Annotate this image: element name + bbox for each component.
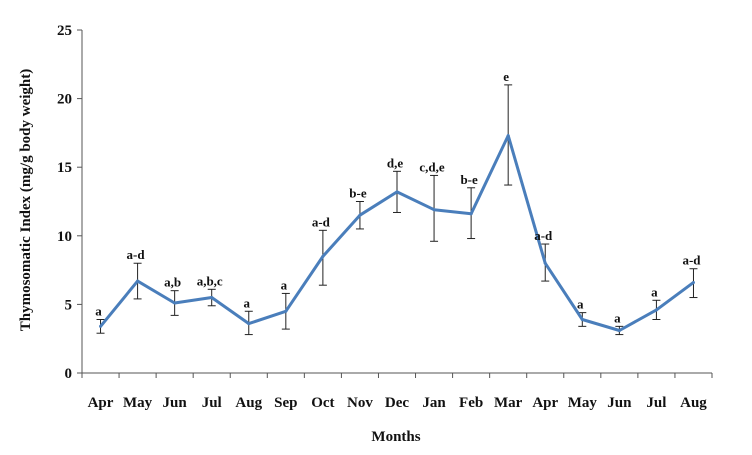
series-line-group (99, 134, 695, 332)
y-axis-ticks: 0 5 10 15 20 25 (57, 23, 82, 382)
data-point (247, 322, 251, 326)
y-axis-title: Thymosomatic Index (mg/g body weight) (18, 69, 34, 332)
x-tick-label: Apr (532, 395, 558, 411)
data-point (617, 328, 621, 332)
y-tick-label: 20 (57, 92, 72, 108)
data-point (173, 301, 177, 305)
significance-label: a (651, 284, 658, 299)
x-tick-label: Nov (347, 395, 373, 411)
data-point (136, 279, 140, 283)
data-point (395, 190, 399, 194)
data-point (580, 317, 584, 321)
significance-label: e (503, 69, 509, 84)
x-tick-label: May (568, 395, 598, 411)
y-tick-label: 0 (65, 366, 73, 382)
x-tick-label: Oct (311, 395, 334, 411)
significance-label: b-e (349, 186, 367, 201)
x-axis-title: Months (371, 429, 420, 445)
axes (81, 30, 712, 374)
x-tick-label: Jan (422, 395, 446, 411)
data-point (321, 254, 325, 258)
data-point (99, 324, 103, 328)
x-tick-label: Jul (202, 395, 222, 411)
x-tick-label: Dec (385, 395, 409, 411)
significance-label: a-d (682, 253, 701, 268)
data-point (210, 296, 214, 300)
y-tick-label: 5 (65, 297, 73, 313)
significance-label: a-d (127, 247, 146, 262)
y-tick-label: 25 (57, 23, 72, 39)
y-tick-label: 10 (57, 229, 72, 245)
significance-label: a,b (164, 275, 181, 290)
significance-labels: a a-d a,b a,b,c a a a-d b-e d,e c,d,e b-e e a-d a a a a-… (95, 69, 701, 325)
significance-label: a-d (312, 214, 331, 229)
significance-label: c,d,e (419, 159, 445, 174)
error-bars (96, 84, 698, 336)
x-tick-label: Mar (494, 395, 523, 411)
x-tick-label: Apr (88, 395, 114, 411)
data-point (358, 213, 362, 217)
x-tick-label: Sep (274, 395, 297, 411)
x-tick-label: Aug (235, 395, 262, 411)
data-point (543, 261, 547, 265)
significance-label: b-e (460, 172, 478, 187)
significance-label: a (281, 277, 288, 292)
y-tick-label: 15 (57, 160, 72, 176)
x-tick-label: May (123, 395, 153, 411)
data-point (284, 309, 288, 313)
significance-label: d,e (387, 155, 403, 170)
data-point (654, 308, 658, 312)
significance-label: a-d (534, 228, 553, 243)
x-axis-ticks: Apr May Jun Jul Aug Sep Oct Nov Dec Jan Feb Mar Apr M… (81, 373, 713, 411)
x-tick-label: Jul (646, 395, 666, 411)
significance-label: a (244, 295, 251, 310)
significance-label: a,b,c (197, 273, 223, 288)
x-tick-label: Feb (459, 395, 483, 411)
significance-label: a (577, 297, 584, 312)
data-point (469, 212, 473, 216)
data-point (691, 280, 695, 284)
data-point (506, 134, 510, 138)
data-point (432, 208, 436, 212)
x-tick-label: Jun (607, 395, 632, 411)
significance-label: a (614, 310, 621, 325)
x-tick-label: Aug (680, 395, 707, 411)
x-tick-label: Jun (163, 395, 188, 411)
significance-label: a (95, 303, 102, 318)
